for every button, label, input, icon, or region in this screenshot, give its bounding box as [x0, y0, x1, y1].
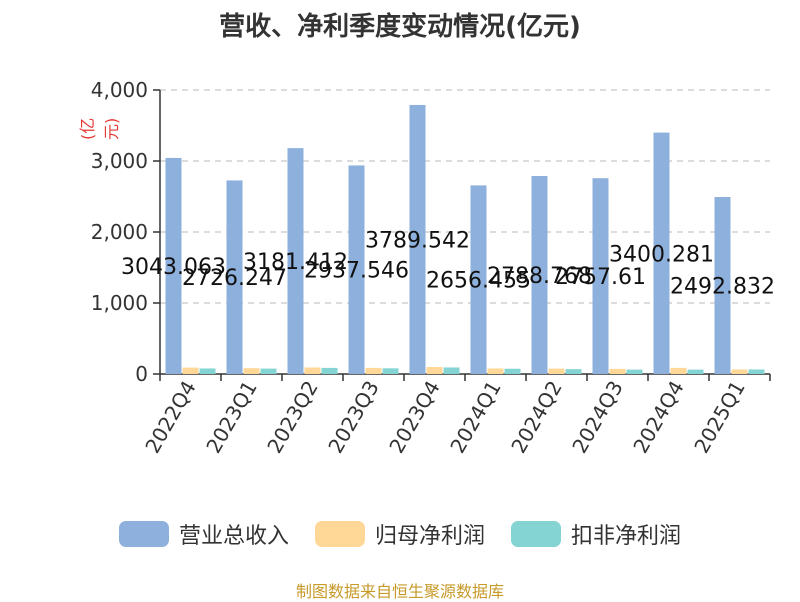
data-label: 2757.61	[555, 265, 646, 290]
x-tick-label: 2024Q2	[506, 377, 566, 458]
legend-swatch-net-profit	[314, 521, 365, 547]
bar-revenue	[470, 185, 487, 374]
data-label: 3043.063	[121, 255, 226, 280]
data-label: 3181.412	[243, 250, 348, 275]
bar-deducted-profit	[443, 367, 460, 374]
bar-deducted-profit	[565, 369, 582, 374]
x-tick-label: 2023Q2	[262, 377, 322, 458]
legend-swatch-revenue	[118, 521, 169, 547]
bar-deducted-profit	[260, 368, 277, 374]
bar-deducted-profit	[321, 367, 338, 374]
data-label: 3789.542	[365, 228, 470, 253]
bar-revenue	[287, 148, 304, 374]
legend-item-net-profit[interactable]: 归母净利润	[314, 518, 485, 550]
bar-revenue	[409, 104, 426, 375]
x-tick-label: 2022Q4	[140, 377, 200, 458]
data-label: 2492.832	[670, 275, 775, 300]
bar-revenue	[165, 157, 182, 374]
x-tick-label: 2025Q1	[689, 377, 749, 458]
x-tick-label: 2024Q4	[628, 377, 688, 458]
x-tick-label: 2024Q3	[567, 377, 627, 458]
bar-net-profit	[548, 368, 565, 374]
bar-deducted-profit	[382, 368, 399, 374]
chart-title: 营收、净利季度变动情况(亿元)	[219, 12, 581, 42]
bar-revenue	[226, 180, 243, 374]
bar-revenue	[531, 175, 548, 374]
bar-net-profit	[304, 367, 321, 374]
bar-deducted-profit	[748, 369, 765, 374]
bar-revenue	[653, 132, 670, 374]
bar-deducted-profit	[504, 368, 521, 374]
bar-net-profit	[365, 367, 382, 374]
bar-net-profit	[670, 367, 687, 374]
x-tick-label: 2024Q1	[445, 377, 505, 458]
y-tick-label: 1,000	[91, 291, 148, 315]
legend: 营业总收入 归母净利润 扣非净利润	[0, 518, 800, 550]
data-source-note: 制图数据来自恒生聚源数据库	[295, 582, 504, 601]
legend-item-deducted-profit[interactable]: 扣非净利润	[511, 518, 681, 550]
data-label: 2726.247	[182, 266, 287, 291]
bar-net-profit	[243, 368, 260, 374]
data-label: 2937.546	[304, 259, 409, 284]
y-tick-label: 3,000	[91, 149, 148, 173]
bar-net-profit	[426, 367, 443, 374]
legend-label-deducted-profit: 扣非净利润	[571, 524, 682, 549]
y-tick-label: 0	[135, 362, 148, 386]
x-tick-label: 2023Q4	[384, 377, 444, 458]
bar-deducted-profit	[626, 369, 643, 374]
y-tick-label: 2,000	[91, 220, 148, 244]
bar-revenue	[592, 178, 609, 374]
bar-deducted-profit	[199, 368, 216, 374]
legend-swatch-deducted-profit	[511, 521, 561, 547]
bar-net-profit	[487, 368, 504, 374]
data-label: 2656.455	[426, 269, 531, 294]
bar-revenue	[348, 165, 365, 374]
legend-label-revenue: 营业总收入	[178, 524, 289, 549]
data-label: 2788.768	[487, 264, 592, 289]
data-label: 3400.281	[609, 242, 714, 267]
bar-net-profit	[731, 369, 748, 374]
legend-item-revenue[interactable]: 营业总收入	[118, 518, 289, 550]
legend-label-net-profit: 归母净利润	[374, 524, 485, 549]
x-tick-label: 2023Q1	[201, 377, 261, 458]
bar-net-profit	[609, 368, 626, 374]
bar-revenue	[714, 197, 731, 374]
bar-net-profit	[182, 367, 199, 374]
bar-deducted-profit	[687, 369, 704, 374]
x-tick-label: 2023Q3	[323, 377, 383, 458]
y-tick-label: 4,000	[91, 78, 148, 102]
